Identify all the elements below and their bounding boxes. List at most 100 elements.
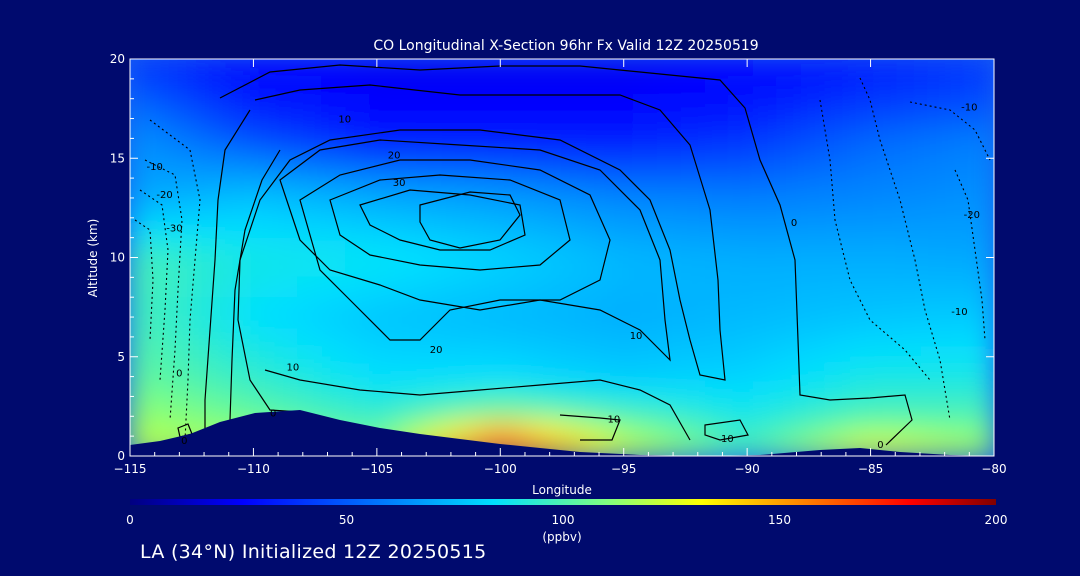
heatmap-cell — [273, 292, 299, 313]
heatmap-cell — [513, 274, 539, 295]
heatmap-cell — [153, 238, 179, 259]
heatmap-cell — [441, 94, 467, 115]
heatmap-cell — [633, 328, 659, 349]
heatmap-cell — [441, 256, 467, 277]
heatmap-cell — [681, 274, 707, 295]
heatmap-cell — [633, 274, 659, 295]
heatmap-cell — [705, 112, 731, 133]
contour-label: 10 — [287, 363, 300, 374]
heatmap-cell — [321, 310, 347, 331]
heatmap-cell — [945, 130, 971, 151]
contour-line-negative — [144, 159, 183, 421]
heatmap-cell — [393, 130, 419, 151]
heatmap-cell — [345, 148, 371, 169]
heatmap-cell — [489, 328, 515, 349]
heatmap-cell — [201, 166, 227, 187]
heatmap-cell — [321, 364, 347, 385]
heatmap-cell — [945, 94, 971, 115]
heatmap-cell — [945, 184, 971, 205]
heatmap-cell — [153, 202, 179, 223]
heatmap-cell — [657, 256, 683, 277]
heatmap-cell — [753, 418, 779, 439]
heatmap-cell — [777, 436, 803, 456]
heatmap-cell — [753, 94, 779, 115]
heatmap-cell — [561, 238, 587, 259]
heatmap-cell — [513, 346, 539, 367]
heatmap-cell — [705, 202, 731, 223]
heatmap-cell — [489, 202, 515, 223]
heatmap-cell — [969, 310, 994, 331]
heatmap-cell — [729, 59, 755, 79]
heatmap-cell — [489, 166, 515, 187]
heatmap-cell — [273, 328, 299, 349]
heatmap-cell — [825, 274, 851, 295]
heatmap-cell — [585, 310, 611, 331]
heatmap-cell — [585, 76, 611, 97]
heatmap-cell — [465, 418, 491, 439]
colorbar-label: (ppbv) — [542, 530, 581, 544]
heatmap-cell — [153, 382, 179, 403]
heatmap-cell — [681, 220, 707, 241]
heatmap-cell — [321, 238, 347, 259]
heatmap-cell — [561, 112, 587, 133]
heatmap-cell — [777, 310, 803, 331]
co-heatmap — [130, 59, 994, 456]
heatmap-cell — [873, 364, 899, 385]
heatmap-cell — [417, 328, 443, 349]
heatmap-cell — [130, 292, 155, 313]
heatmap-cell — [897, 436, 923, 456]
heatmap-cell — [609, 382, 635, 403]
heatmap-cell — [249, 220, 275, 241]
heatmap-cell — [489, 130, 515, 151]
heatmap-cell — [969, 400, 994, 421]
heatmap-cell — [921, 220, 947, 241]
heatmap-cell — [585, 59, 611, 79]
heatmap-cell — [825, 310, 851, 331]
heatmap-cell — [729, 382, 755, 403]
heatmap-cell — [130, 328, 155, 349]
heatmap-cell — [921, 130, 947, 151]
heatmap-cell — [321, 148, 347, 169]
heatmap-cell — [753, 148, 779, 169]
heatmap-cell — [345, 256, 371, 277]
heatmap-cell — [897, 202, 923, 223]
heatmap-cell — [897, 130, 923, 151]
heatmap-cell — [777, 256, 803, 277]
heatmap-cell — [777, 166, 803, 187]
heatmap-cell — [225, 202, 251, 223]
heatmap-cell — [465, 184, 491, 205]
heatmap-cell — [873, 292, 899, 313]
heatmap-cell — [633, 400, 659, 421]
heatmap-cell — [537, 274, 563, 295]
heatmap-cell — [345, 59, 371, 79]
heatmap-cell — [969, 94, 994, 115]
heatmap-cell — [561, 59, 587, 79]
heatmap-cell — [441, 238, 467, 259]
heatmap-cell — [130, 220, 155, 241]
heatmap-cell — [825, 202, 851, 223]
heatmap-cell — [633, 346, 659, 367]
heatmap-cell — [897, 148, 923, 169]
heatmap-cell — [681, 418, 707, 439]
heatmap-cell — [969, 59, 994, 79]
heatmap-cell — [633, 436, 659, 456]
heatmap-cell — [465, 166, 491, 187]
heatmap-cell — [633, 418, 659, 439]
heatmap-cell — [849, 59, 875, 79]
heatmap-cell — [297, 274, 323, 295]
heatmap-cell — [609, 202, 635, 223]
heatmap-cell — [297, 112, 323, 133]
heatmap-cell — [681, 94, 707, 115]
heatmap-cell — [681, 346, 707, 367]
colorbar-gradient — [130, 499, 996, 505]
contour-line-negative — [859, 77, 951, 421]
heatmap-cell — [345, 382, 371, 403]
heatmap-cell — [729, 256, 755, 277]
heatmap-cell — [945, 436, 971, 456]
heatmap-cell — [873, 328, 899, 349]
heatmap-cell — [969, 364, 994, 385]
heatmap-cell — [513, 364, 539, 385]
heatmap-cell — [537, 346, 563, 367]
heatmap-cell — [177, 112, 203, 133]
initialization-caption: LA (34°N) Initialized 12Z 20250515 — [140, 541, 487, 563]
